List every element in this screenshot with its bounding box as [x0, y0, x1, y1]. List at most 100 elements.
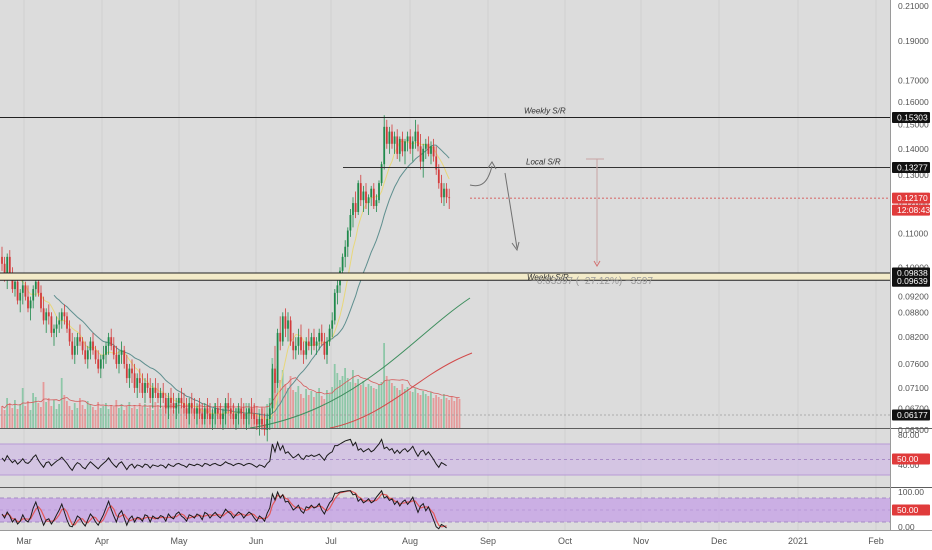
volume-bar [146, 408, 149, 428]
volume-bar [76, 408, 79, 428]
volume-bar [284, 384, 287, 428]
sr-levels[interactable]: Weekly S/R Local S/R Weekly S/R [0, 106, 890, 282]
volume-bar [302, 398, 305, 428]
volume-bar [118, 408, 120, 428]
candle-body [136, 378, 139, 388]
candle-body [170, 397, 172, 404]
candle-body [422, 148, 425, 162]
candle-body [237, 408, 240, 414]
candle-body [214, 408, 217, 414]
volume-bar [383, 343, 385, 428]
candle-body [346, 230, 349, 247]
volume-bar [417, 393, 419, 428]
candle-body [53, 328, 55, 333]
projection-down-arrow[interactable] [504, 172, 518, 249]
candle-body [125, 363, 128, 379]
candle-body [32, 289, 35, 301]
volume-bar [227, 407, 229, 428]
volume-bar [300, 394, 302, 428]
candle-body [333, 292, 336, 321]
candle-body [297, 337, 300, 346]
volume-bar [320, 396, 323, 428]
candle-body [388, 131, 391, 144]
badge-local-sr-text: 0.13277 [897, 162, 928, 172]
candle-body [58, 320, 61, 325]
volume-bar [8, 403, 11, 428]
volume-bar [45, 402, 47, 428]
candle-body [206, 408, 209, 414]
time-axis-label: Aug [402, 536, 418, 546]
candle-body [235, 413, 237, 419]
volume-bar [47, 398, 50, 428]
volume-bar [333, 364, 336, 428]
volume-bar [424, 394, 427, 428]
volume-bar [440, 399, 443, 428]
volume-bar [73, 403, 76, 428]
volume-bar [16, 409, 19, 428]
candle-body [112, 345, 115, 355]
volume-bar [89, 404, 92, 428]
volume-bar [123, 410, 125, 428]
candle-body [177, 397, 180, 404]
volume-bar [448, 400, 450, 428]
volume-bar [102, 406, 105, 428]
candle-body [430, 146, 432, 154]
candle-body [34, 281, 37, 290]
vertical-gridlines [23, 0, 877, 530]
candle-body [367, 197, 370, 204]
candle-body [19, 292, 22, 301]
volume-bar [14, 400, 16, 428]
candle-body [344, 246, 347, 257]
volume-bar [86, 401, 89, 428]
volume-bar [328, 394, 331, 428]
candle-body [253, 413, 256, 419]
candle-body [16, 281, 19, 301]
candle-body [128, 368, 131, 379]
candle-body [120, 350, 123, 355]
candle-body [357, 183, 360, 212]
candle-body [198, 408, 201, 414]
candle-body [37, 281, 40, 293]
stoch-k-line [1, 489, 447, 530]
volume-bar [193, 410, 196, 428]
candle-body [21, 285, 24, 293]
price-axis-label: 0.14000 [898, 144, 929, 154]
candle-body [123, 350, 126, 364]
price-axis-label: 0.07100 [898, 383, 929, 393]
volume-bar [365, 387, 367, 428]
price-axis-label: 0.16000 [898, 97, 929, 107]
candle-body [27, 296, 29, 309]
candle-body [398, 138, 401, 154]
candle-body [45, 312, 48, 321]
projection-curve-arrow[interactable] [469, 165, 493, 187]
volume-bar [385, 376, 388, 428]
volume-bar [40, 407, 42, 428]
candlesticks [1, 115, 451, 442]
ma-100-line [329, 352, 473, 429]
candle-body [115, 354, 118, 364]
volume-bar [172, 410, 175, 428]
candle-body [248, 408, 250, 414]
projection-drawings[interactable] [469, 158, 604, 267]
volume-bar [1, 406, 3, 428]
time-axis-label: Mar [16, 536, 32, 546]
candle-body [362, 191, 365, 201]
candle-body [292, 341, 295, 351]
time-axis[interactable]: Mar Apr May Jun Jul Aug Sep Oct Nov Dec 2021 Feb [16, 536, 884, 546]
candle-body [263, 424, 266, 430]
badge-stoch [892, 504, 930, 516]
candle-body [268, 408, 271, 419]
candle-body [203, 408, 206, 419]
price-axis-label: 0.13000 [898, 170, 929, 180]
volume-bar [437, 397, 440, 428]
weekly-sr-zone[interactable] [0, 273, 890, 281]
candle-body [133, 373, 136, 388]
volume-bar [112, 407, 115, 428]
local-sr-label: Local S/R [526, 157, 561, 166]
volume-bar [346, 378, 349, 428]
price-axis-label: 0.17000 [898, 75, 929, 85]
volume-bar [68, 406, 71, 428]
candle-body [224, 403, 227, 414]
candle-body [222, 413, 224, 419]
